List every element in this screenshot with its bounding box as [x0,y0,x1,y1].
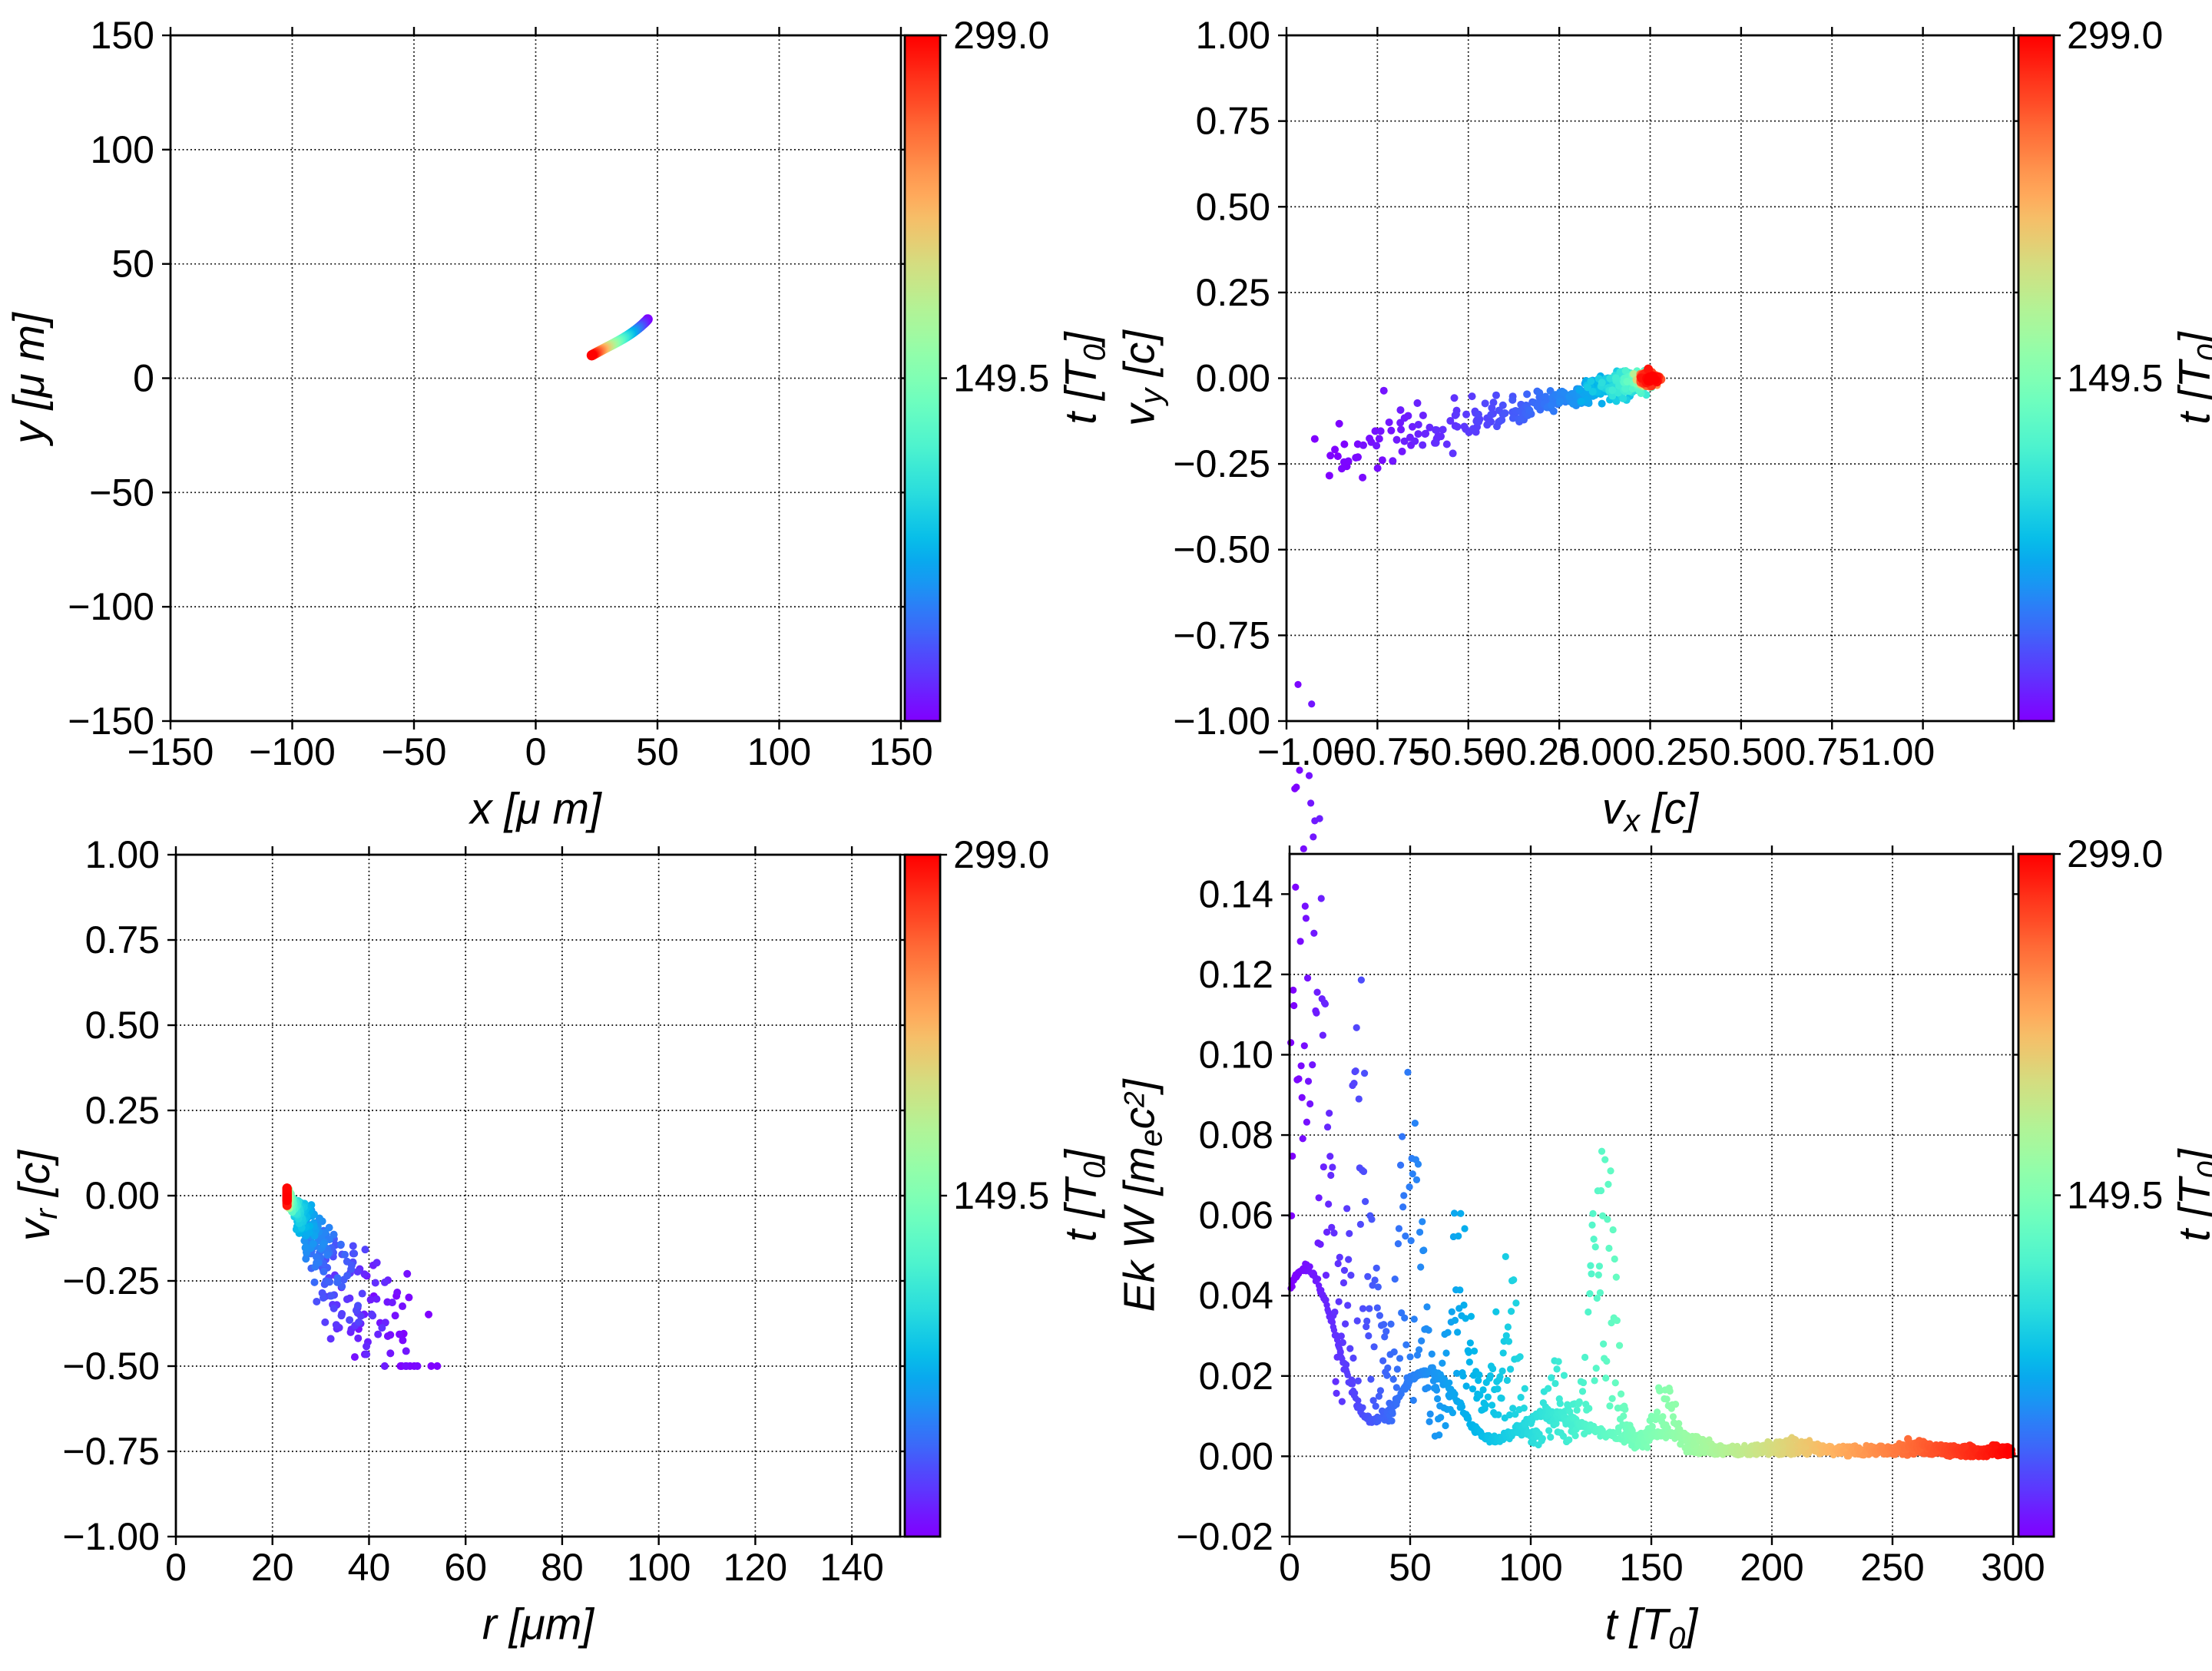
svg-text:50: 50 [1389,1546,1432,1589]
svg-text:0.75: 0.75 [1196,100,1270,143]
svg-text:0.00: 0.00 [1558,730,1633,773]
svg-text:0.06: 0.06 [1199,1194,1273,1237]
svg-text:−0.25: −0.25 [1173,442,1270,485]
svg-text:−1.00: −1.00 [1173,700,1270,743]
svg-text:299.0: 299.0 [2067,14,2163,57]
svg-text:0: 0 [133,357,154,400]
svg-text:0.00: 0.00 [85,1174,160,1217]
svg-text:60: 60 [444,1546,487,1589]
svg-text:−0.25: −0.25 [62,1259,160,1302]
svg-text:t [T0]: t [T0] [2171,331,2212,425]
svg-text:250: 250 [1860,1546,1925,1589]
svg-text:−150: −150 [68,700,154,743]
svg-text:0.25: 0.25 [85,1089,160,1132]
svg-text:0.75: 0.75 [85,918,160,961]
svg-text:140: 140 [820,1546,884,1589]
svg-text:0.10: 0.10 [1199,1034,1273,1077]
svg-text:150: 150 [1619,1546,1684,1589]
svg-text:100: 100 [627,1546,691,1589]
svg-text:vr [c]: vr [c] [10,1150,64,1241]
svg-text:0.00: 0.00 [1196,357,1270,400]
svg-text:−100: −100 [68,585,154,628]
svg-text:100: 100 [90,128,154,171]
svg-text:t [T0]: t [T0] [2171,1148,2212,1242]
svg-text:0.08: 0.08 [1199,1113,1273,1156]
svg-text:−0.75: −0.75 [1173,614,1270,657]
svg-text:150: 150 [90,14,154,57]
svg-text:150: 150 [869,730,933,773]
svg-text:0.14: 0.14 [1199,872,1273,915]
svg-text:300: 300 [1981,1546,2045,1589]
svg-text:1.00: 1.00 [1860,730,1935,773]
svg-text:0.50: 0.50 [1196,185,1270,228]
svg-text:120: 120 [724,1546,788,1589]
svg-text:0: 0 [525,730,547,773]
svg-text:0.04: 0.04 [1199,1274,1273,1317]
svg-text:0.12: 0.12 [1199,953,1273,996]
svg-text:0.00: 0.00 [1199,1434,1273,1477]
svg-text:50: 50 [636,730,679,773]
svg-text:1.00: 1.00 [1196,14,1270,57]
svg-text:1.00: 1.00 [85,833,160,876]
svg-text:−50: −50 [382,730,447,773]
svg-text:20: 20 [251,1546,294,1589]
svg-text:0: 0 [1279,1546,1300,1589]
svg-text:−0.50: −0.50 [62,1345,160,1388]
svg-text:149.5: 149.5 [2067,357,2163,400]
svg-text:200: 200 [1740,1546,1804,1589]
svg-text:−0.02: −0.02 [1176,1515,1273,1558]
svg-text:149.5: 149.5 [2067,1174,2163,1217]
svg-text:40: 40 [348,1546,391,1589]
svg-text:vx [c]: vx [c] [1602,785,1699,839]
svg-text:−0.50: −0.50 [1173,528,1270,571]
svg-text:0: 0 [165,1546,187,1589]
svg-text:vy [c]: vy [c] [1114,329,1168,426]
svg-text:0.75: 0.75 [1785,730,1859,773]
svg-text:100: 100 [747,730,812,773]
svg-text:r [μm]: r [μm] [482,1600,594,1649]
svg-text:t [T0]: t [T0] [1605,1600,1699,1656]
svg-text:0.50: 0.50 [1710,730,1784,773]
svg-text:y [μ m]: y [μ m] [5,312,54,447]
svg-text:−50: −50 [89,471,154,514]
svg-text:−1.00: −1.00 [62,1515,160,1558]
svg-text:x [μ m]: x [μ m] [468,785,602,834]
svg-text:0.25: 0.25 [1634,730,1708,773]
svg-text:0.25: 0.25 [1196,271,1270,314]
svg-text:100: 100 [1498,1546,1563,1589]
svg-text:0.02: 0.02 [1199,1355,1273,1398]
svg-text:299.0: 299.0 [2067,832,2163,875]
svg-text:−100: −100 [249,730,336,773]
svg-text:−0.75: −0.75 [62,1430,160,1473]
svg-text:80: 80 [541,1546,584,1589]
svg-text:50: 50 [111,243,154,286]
svg-text:Ek W [mec2]: Ek W [mec2] [1114,1078,1168,1312]
svg-text:0.50: 0.50 [85,1004,160,1047]
